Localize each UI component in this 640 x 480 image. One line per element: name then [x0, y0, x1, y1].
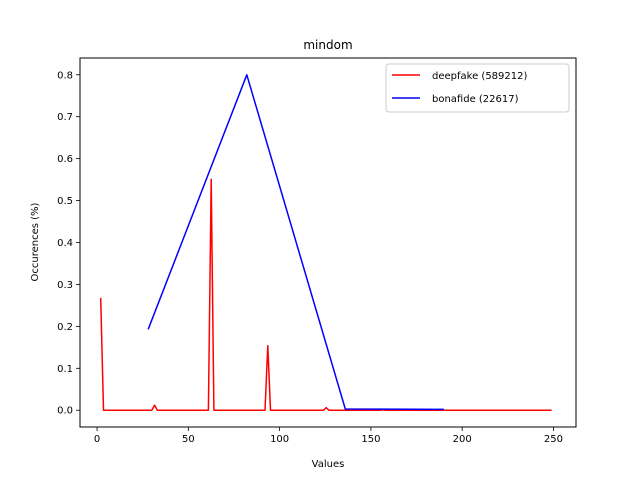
y-tick-label: 0.8 [57, 70, 73, 81]
y-tick-label: 0.3 [57, 280, 73, 291]
x-tick-label: 100 [270, 434, 289, 445]
plot-lines [99, 74, 552, 411]
x-tick-label: 0 [94, 434, 100, 445]
legend: deepfake (589212) bonafide (22617) [385, 63, 570, 113]
chart-title: mindom [303, 38, 352, 52]
y-tick-label: 0.2 [57, 322, 73, 333]
y-tick-label: 0.7 [57, 112, 73, 123]
y-tick-label: 0.1 [57, 364, 73, 375]
series-line-0 [99, 178, 552, 411]
x-tick-label: 150 [361, 434, 380, 445]
x-ticks: 0 50 100 150 200 250 [94, 427, 563, 445]
x-tick-label: 50 [182, 434, 195, 445]
y-ticks: 0.0 0.1 0.2 0.3 0.4 0.5 0.6 0.7 0.8 [57, 70, 80, 417]
x-tick-label: 250 [544, 434, 563, 445]
legend-box [385, 63, 570, 113]
y-tick-label: 0.6 [57, 154, 73, 165]
x-axis-label: Values [312, 459, 345, 470]
y-tick-label: 0.5 [57, 196, 73, 207]
legend-label-bonafide: bonafide (22617) [432, 94, 519, 105]
x-tick-label: 200 [453, 434, 472, 445]
y-tick-label: 0.4 [57, 238, 73, 249]
series-line-1 [147, 74, 444, 411]
y-axis-label: Occurences (%) [30, 202, 41, 281]
y-tick-label: 0.0 [57, 406, 73, 417]
legend-label-deepfake: deepfake (589212) [432, 71, 527, 82]
